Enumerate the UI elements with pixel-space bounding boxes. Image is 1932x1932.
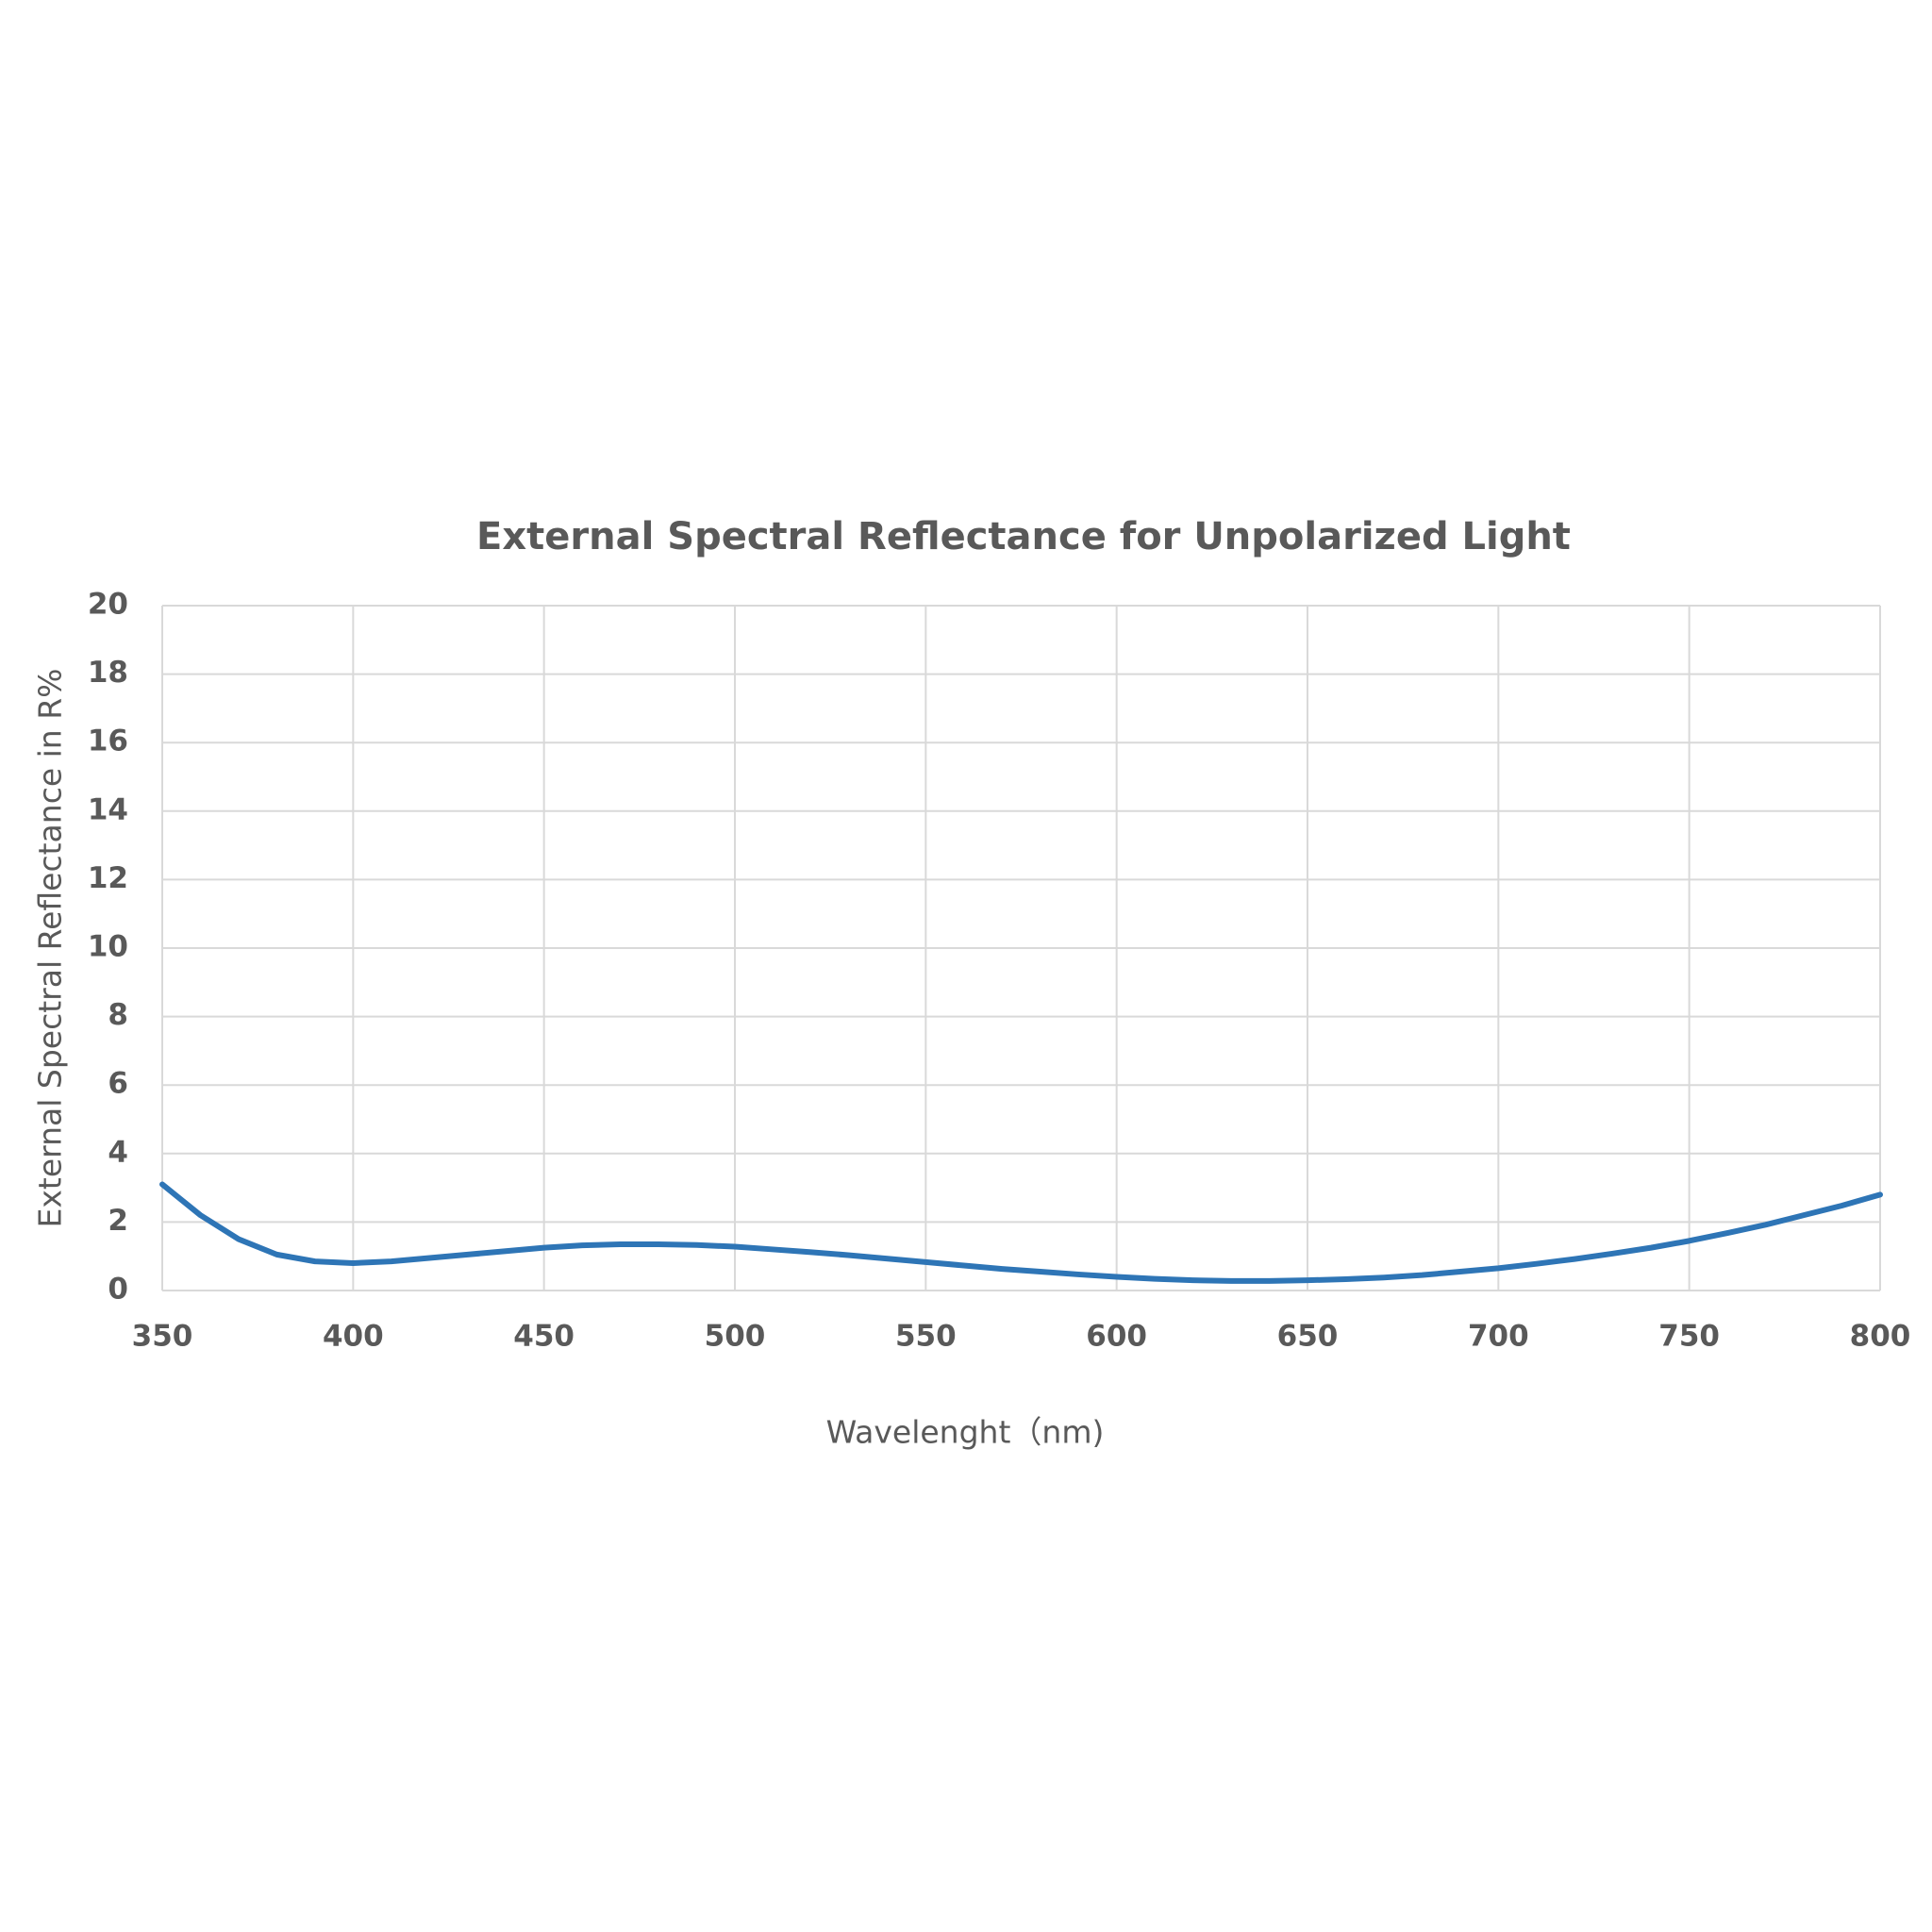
y-tick-label: 0 <box>108 1273 128 1307</box>
x-tick-label: 500 <box>705 1320 766 1354</box>
x-tick-label: 450 <box>513 1320 575 1354</box>
data-line <box>159 1181 1883 1284</box>
chart-title: External Spectral Reflectance for Unpola… <box>476 515 1571 558</box>
y-tick-label: 12 <box>88 861 128 895</box>
y-tick-label: 6 <box>108 1067 128 1101</box>
y-tick-label: 10 <box>88 930 128 964</box>
y-tick-label: 2 <box>108 1204 128 1238</box>
x-tick-label: 400 <box>323 1320 384 1354</box>
x-tick-label: 350 <box>132 1320 193 1354</box>
x-tick-label: 600 <box>1086 1320 1147 1354</box>
x-axis-label: Wavelenght（nm) <box>826 1414 1105 1451</box>
y-tick-label: 20 <box>88 588 128 622</box>
y-tick-label: 16 <box>88 724 128 758</box>
y-tick-label: 18 <box>88 656 128 690</box>
x-tick-label: 650 <box>1277 1320 1339 1354</box>
y-tick-label: 8 <box>108 998 128 1032</box>
y-axis-label: External Spectral Reflectance in R% <box>32 669 69 1228</box>
x-tick-label: 750 <box>1658 1320 1720 1354</box>
y-tick-label: 14 <box>88 792 128 826</box>
x-tick-label: 800 <box>1850 1320 1911 1354</box>
x-tick-label: 550 <box>895 1320 957 1354</box>
y-tick-label: 4 <box>108 1135 128 1169</box>
x-tick-label: 700 <box>1468 1320 1529 1354</box>
